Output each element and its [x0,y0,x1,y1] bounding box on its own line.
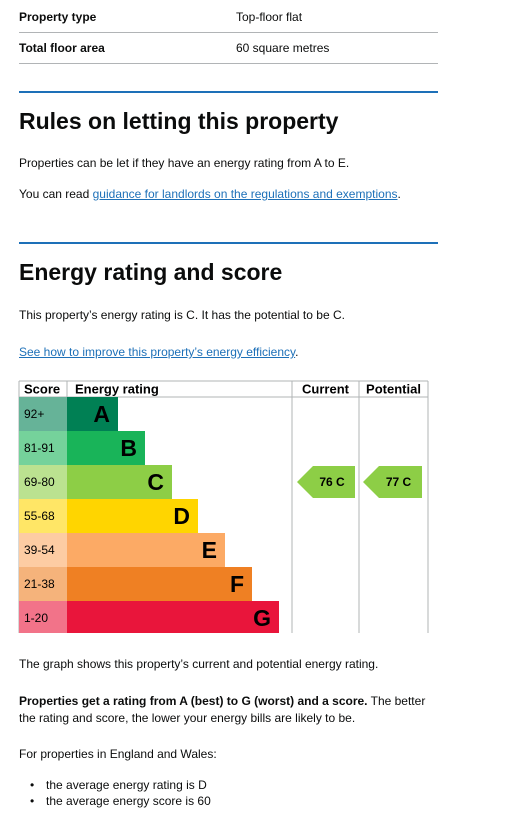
section-rule [19,91,438,93]
rating-bar [67,533,225,567]
potential-label: 77 C [386,475,412,489]
text: . [397,187,401,201]
score-label: 1-20 [24,611,48,625]
score-label: 92+ [24,407,44,421]
paragraph: For properties in England and Wales: [19,747,217,761]
band-letter: G [253,605,271,631]
paragraph: See how to improve this property’s energ… [19,345,298,359]
rating-bar [67,397,118,431]
paragraph: Properties get a rating from A (best) to… [19,693,439,727]
score-label: 55-68 [24,509,55,523]
link[interactable]: guidance for landlords on the regulation… [92,187,398,201]
summary-value: 60 square metres [236,41,330,55]
rating-bar [67,465,172,499]
text: The better the rating and score, the low… [19,694,426,725]
section-rule [19,242,438,244]
energy-chart: Score Energy rating Current Potential 92+ A 81… [18,380,429,633]
current-arrow [297,466,355,498]
divider [19,63,438,64]
band-letter: E [202,537,217,563]
paragraph: Properties can be let if they have an en… [19,156,350,170]
paragraph: The graph shows this property’s current … [19,657,379,671]
rating-bar [67,601,279,633]
link[interactable]: See how to improve this property’s energ… [19,345,296,359]
section-heading: Rules on letting this property [19,108,339,134]
section-heading: Energy rating and score [19,259,283,285]
summary-label: Property type [19,10,97,24]
bullet-list: the average energy rating is D the avera… [30,777,211,809]
score-cell [19,601,67,633]
score-label: 69-80 [24,475,55,489]
band-letter: B [120,435,137,461]
score-label: 21-38 [24,577,55,591]
summary-value: Top-floor flat [236,10,303,24]
rating-bar [67,499,198,533]
column-header: Current [302,381,350,396]
band-letter: C [147,469,164,495]
rating-bar [67,567,252,601]
score-cell [19,533,67,567]
summary-label: Total floor area [19,41,105,55]
bullet: the average energy rating is D [30,777,211,793]
current-label: 76 C [319,475,345,489]
band-letter: D [173,503,190,529]
text: . [295,345,299,359]
text: You can read [19,187,93,201]
paragraph: You can read guidance for landlords on t… [19,187,401,201]
score-cell [19,567,67,601]
score-cell [19,397,67,431]
paragraph: This property’s energy rating is C. It h… [19,308,345,322]
column-header: Energy rating [75,381,159,396]
column-header: Potential [366,381,421,396]
band-letter: A [93,401,110,427]
score-cell [19,465,67,499]
score-label: 81-91 [24,441,55,455]
band-letter: F [230,571,244,597]
potential-arrow [363,466,422,498]
score-label: 39-54 [24,543,55,557]
score-cell [19,431,67,465]
rating-bar [67,431,145,465]
divider [19,32,438,33]
column-header: Score [24,381,60,396]
bold-text: Properties get a rating from A (best) to… [19,694,368,708]
score-cell [19,499,67,533]
bullet: the average energy score is 60 [30,793,211,809]
